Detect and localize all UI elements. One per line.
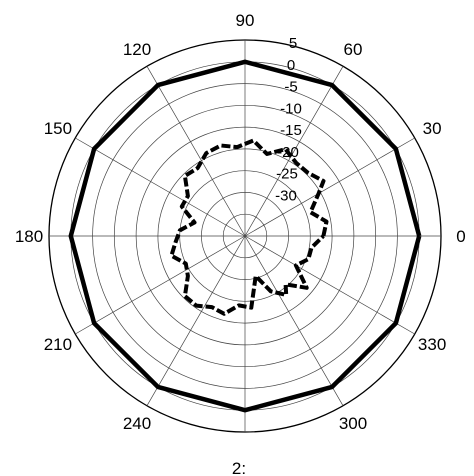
label-layer: 0 30 60 90 120 150 180 210 240 300 330 2: 5 0 -5 -10 -15…	[15, 11, 466, 476]
angle-tick-label: 180	[15, 227, 43, 246]
series-layer	[68, 59, 422, 413]
radial-tick-label: -15	[280, 122, 302, 139]
angle-tick-label: 210	[44, 335, 72, 354]
angle-tick-label: 90	[236, 11, 255, 30]
grid-spoke	[244, 66, 344, 237]
radial-tick-label: -10	[280, 100, 302, 117]
grid-spoke	[244, 137, 415, 237]
grid-spoke	[75, 235, 246, 335]
angle-tick-label: 60	[344, 40, 363, 59]
grid-spoke	[146, 235, 246, 406]
radial-tick-label: -5	[284, 79, 297, 96]
grid-spoke	[75, 137, 246, 237]
radial-tick-label: -30	[275, 187, 297, 204]
angle-tick-label: 330	[418, 335, 446, 354]
radial-tick-label: 5	[289, 35, 297, 52]
angle-tick-label: 300	[339, 414, 367, 433]
angle-tick-label-partial: 2:	[232, 459, 246, 476]
polar-grid	[48, 39, 442, 433]
series-line-solid	[68, 59, 422, 413]
grid-spoke	[146, 66, 246, 237]
series-line-dashed	[169, 138, 329, 316]
grid-spoke	[244, 235, 415, 335]
radial-tick-label: -25	[276, 166, 298, 183]
radial-tick-label: -20	[277, 144, 299, 161]
angle-tick-label: 0	[456, 227, 465, 246]
angle-tick-label: 150	[44, 119, 72, 138]
radial-tick-label: 0	[287, 57, 295, 74]
angle-tick-label: 120	[123, 40, 151, 59]
angle-tick-label: 30	[423, 119, 442, 138]
angle-tick-label: 240	[123, 414, 151, 433]
grid-spoke	[244, 235, 344, 406]
